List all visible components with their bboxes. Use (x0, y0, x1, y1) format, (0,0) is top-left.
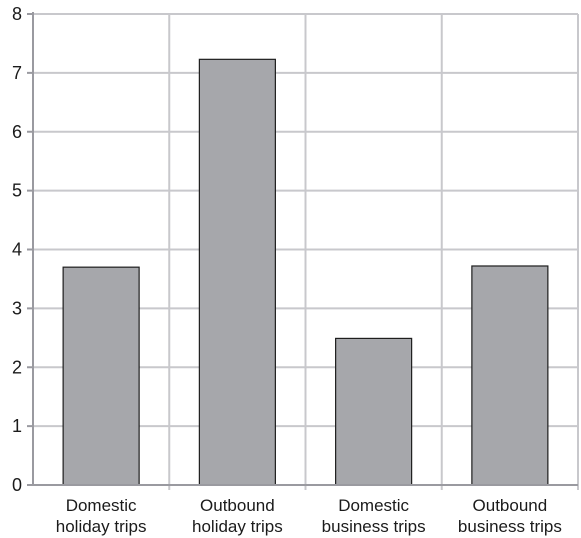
y-tick-label: 6 (12, 122, 22, 142)
y-tick-label: 3 (12, 298, 22, 318)
y-tick-label: 4 (12, 240, 22, 260)
y-tick-label: 8 (12, 4, 22, 24)
bar (198, 58, 276, 486)
x-tick-label: holiday trips (56, 517, 147, 536)
bars-layer (62, 58, 549, 486)
x-tick-label: Domestic (66, 496, 137, 515)
axis-layer (27, 12, 578, 486)
bar (62, 266, 140, 486)
y-tick-label: 7 (12, 63, 22, 83)
x-tick-label: Outbound (473, 496, 548, 515)
x-tick-label: holiday trips (192, 517, 283, 536)
y-tick-label: 2 (12, 357, 22, 377)
x-tick-label: Domestic (338, 496, 409, 515)
x-tick-label: Outbound (200, 496, 275, 515)
y-tick-label: 5 (12, 181, 22, 201)
y-tick-label: 0 (12, 475, 22, 495)
y-tick-label: 1 (12, 416, 22, 436)
x-tick-label: business trips (322, 517, 426, 536)
x-tick-label: business trips (458, 517, 562, 536)
bar (335, 337, 413, 486)
bar (471, 265, 549, 486)
labels-layer: 0 1 2 3 4 5 6 7 8 Domestic holiday trips Outbound ho… (12, 4, 562, 536)
